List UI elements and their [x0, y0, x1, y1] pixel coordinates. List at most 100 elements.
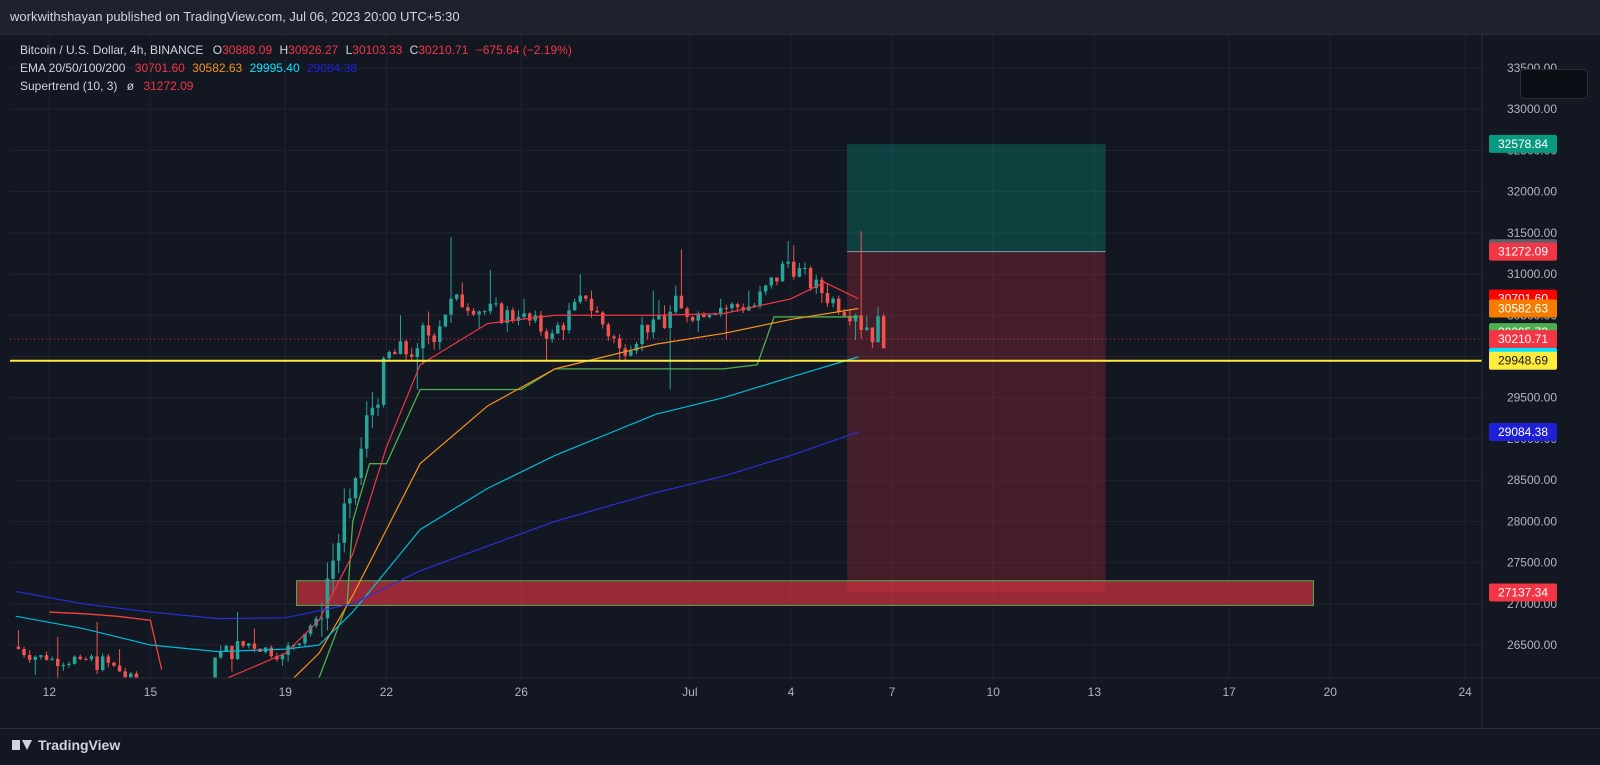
candle-body	[848, 315, 852, 322]
price-label-text: 32578.84	[1498, 137, 1548, 151]
candle-body	[629, 350, 633, 356]
candle-body	[16, 646, 21, 650]
price-tick-label: 29500.00	[1507, 391, 1557, 405]
candle-body	[381, 358, 386, 405]
candle-body	[595, 310, 599, 313]
time-tick-label: 13	[1088, 685, 1102, 699]
ema200-value: 29084.38	[306, 61, 358, 75]
candle-body	[584, 295, 588, 299]
candle-body	[100, 656, 105, 670]
candle-body	[426, 325, 431, 336]
candle-body	[825, 293, 830, 304]
candle-body	[640, 324, 644, 344]
time-tick-label: 7	[889, 685, 896, 699]
candle-body	[612, 336, 616, 339]
ohlc-l: L30103.33	[345, 43, 403, 57]
ohlc-h: H30926.27	[279, 43, 339, 57]
candle-body	[269, 647, 273, 657]
candle-body	[668, 311, 672, 328]
candle-body	[78, 656, 82, 660]
supertrend-row[interactable]: Supertrend (10, 3) ø 31272.09	[20, 77, 576, 95]
candle-body	[702, 313, 706, 318]
position-stop-zone	[847, 251, 1106, 593]
price-tick-label: 31500.00	[1507, 226, 1557, 240]
price-tick-label: 28000.00	[1507, 514, 1557, 528]
candle-body	[443, 314, 448, 327]
demand-zone	[296, 580, 1314, 606]
position-target-zone	[847, 143, 1106, 252]
candle-body	[449, 298, 453, 315]
candle-body	[527, 313, 532, 321]
candle-body	[483, 311, 487, 313]
time-tick-label: 22	[380, 685, 394, 699]
candle-body	[421, 325, 425, 349]
candle-body	[814, 279, 818, 289]
candle-body	[775, 277, 779, 282]
candle-body	[600, 312, 605, 325]
candle-body	[336, 542, 341, 561]
candle-body	[718, 307, 723, 314]
candle-body	[690, 316, 695, 321]
candle-body	[213, 657, 217, 678]
candle-body	[303, 633, 307, 644]
chart-toolbar-box[interactable]	[1520, 69, 1588, 99]
candle-body	[325, 578, 330, 619]
candle-body	[353, 478, 358, 499]
chart-background	[0, 35, 1600, 728]
candle-body	[730, 304, 734, 309]
candle-body	[275, 656, 279, 660]
supertrend-label: Supertrend (10, 3)	[20, 79, 118, 93]
price-tick-label: 31000.00	[1507, 267, 1557, 281]
candle-body	[792, 261, 796, 277]
ema-row[interactable]: EMA 20/50/100/200 30701.60 30582.63 2999…	[20, 59, 576, 77]
time-tick-label: 24	[1458, 685, 1472, 699]
candle-body	[679, 295, 684, 309]
candle-body	[499, 303, 504, 324]
candle-body	[685, 308, 689, 317]
candle-body	[859, 315, 863, 330]
ema-line-2	[292, 307, 859, 678]
price-label-text: 30582.63	[1498, 301, 1548, 315]
price-tick-label: 32000.00	[1507, 185, 1557, 199]
candle-body	[572, 301, 577, 311]
supertrend-line-down	[49, 611, 163, 670]
candle-body	[365, 415, 369, 449]
price-tick-label: 28500.00	[1507, 473, 1557, 487]
candle-body	[786, 261, 790, 264]
candle-body	[466, 307, 470, 311]
candle-body	[235, 641, 240, 660]
time-tick-label: 4	[788, 685, 795, 699]
candle-body	[438, 326, 442, 343]
candle-body	[561, 325, 566, 331]
time-tick-label: 10	[987, 685, 1001, 699]
candle-body	[494, 303, 498, 305]
price-chart[interactable]: 26500.0027000.0027500.0028000.0028500.00…	[0, 35, 1600, 728]
ohlc-c: C30210.71	[409, 43, 469, 57]
candle-body	[27, 655, 32, 660]
ema50-value: 30582.63	[192, 61, 243, 75]
tradingview-logo[interactable]: TradingView	[12, 737, 120, 753]
candle-body	[280, 654, 285, 660]
candle-body	[831, 298, 835, 304]
candle-body	[348, 498, 352, 504]
ema100-value: 29995.40	[249, 61, 300, 75]
candle-body	[134, 673, 139, 678]
candle-body	[865, 327, 869, 330]
visibility-icon[interactable]: ø	[126, 79, 135, 93]
candle-body	[505, 310, 509, 324]
price-label-text: 29084.38	[1498, 425, 1548, 439]
candle-body	[662, 315, 667, 328]
candle-body	[61, 664, 66, 667]
price-label-badge	[1489, 134, 1557, 153]
candle-body	[241, 641, 245, 646]
candle-body	[415, 348, 420, 357]
chart-area[interactable]: 26500.00 27000.00 27500.00 28000.00 28500.00…	[0, 35, 1600, 728]
time-tick-label: 15	[144, 685, 158, 699]
candle-body	[606, 324, 611, 337]
price-label-text: 31272.09	[1498, 245, 1548, 259]
candle-body	[393, 351, 397, 355]
symbol-row[interactable]: Bitcoin / U.S. Dollar, 4h, BINANCE O3088…	[20, 41, 576, 59]
ema-label: EMA 20/50/100/200	[20, 61, 126, 75]
candle-body	[752, 305, 757, 307]
price-label-badge	[1489, 583, 1557, 602]
